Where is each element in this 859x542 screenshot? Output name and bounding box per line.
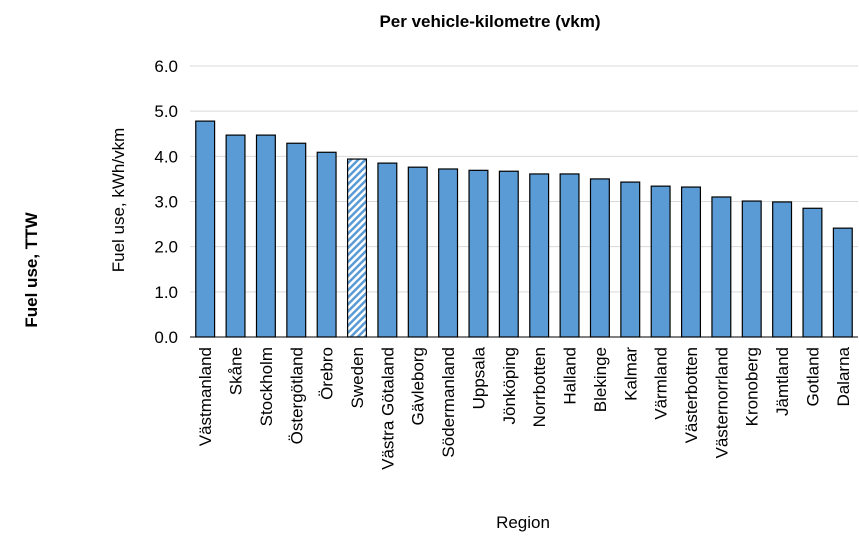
x-tick-label: Dalarna xyxy=(834,346,853,406)
x-tick-label: Örebro xyxy=(318,347,337,400)
y-tick-label: 1.0 xyxy=(154,283,178,302)
x-tick-label: Västerbotten xyxy=(682,347,701,443)
y-tick-label: 3.0 xyxy=(154,193,178,212)
x-tick-label: Kalmar xyxy=(621,347,640,401)
x-tick-label: Norrbotten xyxy=(530,347,549,427)
y-tick-label: 5.0 xyxy=(154,102,178,121)
x-tick-label: Skåne xyxy=(227,347,246,395)
x-tick-label: Västernorrland xyxy=(712,347,731,459)
bar xyxy=(195,120,216,338)
bar xyxy=(286,142,307,338)
y-tick-label: 4.0 xyxy=(154,147,178,166)
bar xyxy=(772,201,793,338)
x-tick-label: Sweden xyxy=(348,347,367,408)
bar xyxy=(377,162,398,338)
bar xyxy=(650,185,671,338)
bar xyxy=(711,196,732,338)
x-tick-label: Uppsala xyxy=(469,346,488,409)
x-tick-label: Stockholm xyxy=(257,347,276,426)
x-tick-label: Jönköping xyxy=(500,347,519,425)
x-tick-label: Södermanland xyxy=(439,347,458,458)
bar xyxy=(680,186,702,338)
bar xyxy=(498,170,519,338)
y-tick-label: 6.0 xyxy=(154,57,178,76)
y-tick-label: 0.0 xyxy=(154,328,178,347)
bar xyxy=(620,181,641,338)
bar xyxy=(832,227,853,338)
x-tick-label: Kronoberg xyxy=(743,347,762,426)
bar xyxy=(225,134,246,338)
bar xyxy=(468,169,489,338)
x-tick-label: Gotland xyxy=(803,347,822,407)
y-axis-label: Fuel use, kWh/vkm xyxy=(109,128,128,273)
x-tick-label: Blekinge xyxy=(591,347,610,412)
side-label: Fuel use, TTW xyxy=(22,211,41,327)
bar xyxy=(255,134,276,338)
x-axis-label: Region xyxy=(496,513,550,532)
bar xyxy=(741,200,762,338)
x-tick-label: Halland xyxy=(561,347,580,405)
bar xyxy=(802,207,823,338)
bar xyxy=(559,173,580,338)
bar xyxy=(438,168,459,338)
bar xyxy=(529,173,550,338)
bar xyxy=(346,158,368,338)
bar xyxy=(589,178,610,338)
x-tick-label: Värmland xyxy=(652,347,671,420)
bar xyxy=(316,151,337,338)
chart-title: Per vehicle-kilometre (vkm) xyxy=(379,12,600,31)
x-tick-label: Östergötland xyxy=(287,347,306,444)
y-tick-label: 2.0 xyxy=(154,238,178,257)
x-tick-label: Västmanland xyxy=(196,347,215,446)
bar xyxy=(407,166,428,338)
x-tick-label: Jämtland xyxy=(773,347,792,416)
x-tick-label: Västra Götaland xyxy=(378,347,397,470)
x-tick-label: Gävleborg xyxy=(409,347,428,425)
